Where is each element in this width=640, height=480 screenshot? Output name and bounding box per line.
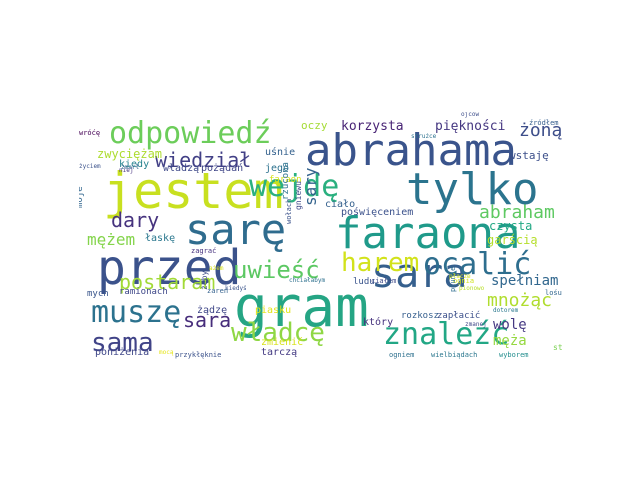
cloud-word: rzucona <box>281 162 291 200</box>
cloud-word: chciałabym <box>289 277 326 284</box>
cloud-word: władzą <box>163 163 200 174</box>
cloud-word: wiedział <box>155 148 252 172</box>
cloud-word: ocalić <box>423 247 532 282</box>
cloud-word: oczy <box>301 119 328 132</box>
cloud-word: abrahama <box>305 125 517 176</box>
cloud-word: tarczą <box>261 347 298 358</box>
cloud-word: gniewu <box>294 181 303 210</box>
cloud-word: spełniam <box>491 273 559 289</box>
cloud-word: mych <box>87 289 109 299</box>
cloud-word: życiem <box>79 163 101 170</box>
cloud-word: który <box>363 317 394 328</box>
cloud-word: mężem <box>87 230 136 249</box>
cloud-word: sara <box>183 308 232 332</box>
cloud-word: uwieść <box>233 256 320 284</box>
cloud-word: moje <box>79 186 85 208</box>
cloud-word: ognia <box>453 277 475 285</box>
cloud-word: sara <box>371 251 468 297</box>
cloud-word: ojców <box>461 112 480 118</box>
cloud-word: wróćę <box>79 129 101 137</box>
cloud-word: odpowiedź <box>109 116 272 151</box>
word-cloud: jestem gram abrahama tylko faraona przed… <box>79 112 562 362</box>
cloud-word: lośu <box>545 289 562 297</box>
cloud-word: zaren <box>207 287 229 295</box>
cloud-word: poniżenia <box>95 347 150 358</box>
cloud-word: wielbiądach <box>431 351 478 359</box>
cloud-word: przykłęknie <box>175 351 222 359</box>
cloud-word: wyborem <box>499 351 529 359</box>
cloud-word: sary <box>301 167 320 206</box>
cloud-word: ramionach <box>119 287 168 297</box>
cloud-word: strużce <box>411 133 437 140</box>
cloud-word: zmanej <box>465 321 487 328</box>
cloud-word: piękności <box>435 119 506 134</box>
cloud-word: gram <box>234 275 369 340</box>
cloud-word: tylko <box>406 164 539 215</box>
cloud-word: garścią <box>487 233 538 247</box>
cloud-word: wstaję <box>509 149 549 162</box>
cloud-word: zmarł <box>121 164 140 171</box>
cloud-word: jego <box>265 163 290 174</box>
cloud-word: jestem <box>103 162 284 220</box>
cloud-word: dotorem <box>493 307 519 314</box>
cloud-word: postaram <box>119 270 216 294</box>
cloud-word: ciałem <box>371 277 397 285</box>
cloud-word: czysta <box>489 219 533 233</box>
cloud-word: źródłem <box>529 119 559 127</box>
cloud-word: poświęceniem <box>341 207 414 218</box>
cloud-word: abraham <box>479 202 555 223</box>
cloud-word: żoną <box>519 120 562 141</box>
cloud-word: ciało <box>325 199 356 210</box>
cloud-word: piasku <box>255 305 292 316</box>
cloud-word: ażem <box>209 265 224 272</box>
cloud-word: harem <box>341 248 420 278</box>
cloud-word: faraona <box>335 208 521 259</box>
cloud-word: korzysta <box>341 119 404 134</box>
cloud-word: kiedy <box>119 159 150 170</box>
cloud-word: niej <box>119 167 134 174</box>
cloud-word: mnożąc <box>487 290 553 311</box>
cloud-word: stanę <box>553 343 562 352</box>
cloud-word: pionowo <box>459 285 485 292</box>
cloud-word: rozkosz <box>401 311 439 321</box>
cloud-word: żądzę <box>197 305 228 316</box>
cloud-word: męża <box>493 333 527 349</box>
cloud-word: ogniem <box>389 351 415 359</box>
cloud-word: mocą <box>159 349 174 356</box>
cloud-word: wejdę <box>249 169 340 204</box>
cloud-word: władcę <box>231 318 325 348</box>
cloud-word: dary <box>111 208 160 232</box>
cloud-word: sarę <box>185 205 287 254</box>
cloud-word: muszę <box>91 295 182 330</box>
cloud-word: uśnie <box>265 147 296 158</box>
cloud-word: zmienić <box>261 337 304 348</box>
cloud-word: wołach <box>285 198 293 224</box>
cloud-word: zwyciężam <box>97 147 163 161</box>
cloud-word: kiedyś <box>225 285 247 292</box>
cloud-word: sama <box>91 328 154 358</box>
cloud-word: ludu <box>353 277 375 287</box>
cloud-word: płacze <box>449 273 471 280</box>
cloud-word: łaskę <box>145 233 176 244</box>
cloud-word: znaleźć <box>383 317 510 352</box>
cloud-word: zapłacić <box>437 311 481 321</box>
cloud-word: faraon <box>269 175 302 185</box>
cloud-word: zagrać <box>191 247 217 255</box>
cloud-word: przed <box>97 240 242 296</box>
cloud-word: pożądań <box>201 163 244 174</box>
cloud-word: wolę <box>493 317 527 333</box>
